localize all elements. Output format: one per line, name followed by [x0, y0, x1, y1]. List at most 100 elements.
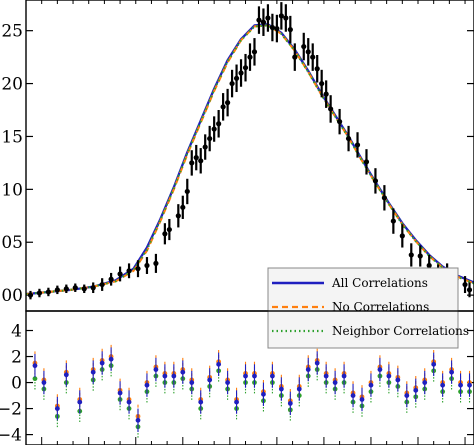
data-point: [72, 283, 78, 292]
data-point: [36, 288, 43, 298]
residual-point-all-correlations: [243, 364, 248, 388]
residual-marker: [386, 373, 392, 379]
data-point: [337, 108, 343, 135]
data-marker: [216, 121, 222, 127]
data-point: [408, 243, 414, 267]
residuals-x-ticks: [25, 437, 466, 445]
residuals-panel: −4 −2 0 2 4: [0, 310, 474, 445]
data-marker: [319, 80, 325, 87]
data-point: [274, 14, 280, 43]
data-point: [328, 95, 334, 123]
data-point: [390, 208, 396, 234]
residual-point-all-correlations: [77, 390, 83, 414]
residual-marker: [467, 382, 472, 388]
data-marker: [260, 19, 267, 25]
data-marker: [323, 91, 329, 97]
data-point: [144, 257, 150, 274]
data-marker: [180, 204, 186, 210]
residual-marker: [32, 363, 38, 369]
data-marker: [72, 285, 78, 291]
main-y-tick-label: .25: [0, 22, 23, 42]
data-point: [323, 80, 329, 108]
residual-marker: [368, 382, 374, 388]
residual-marker: [323, 373, 329, 379]
residual-point-all-correlations: [386, 364, 392, 388]
data-point: [153, 253, 159, 273]
data-point: [242, 53, 249, 82]
main-y-tick-label: .15: [0, 127, 23, 147]
residual-marker: [278, 386, 284, 392]
residual-point-all-correlations: [350, 383, 356, 408]
data-point: [314, 55, 320, 83]
residual-marker: [341, 373, 347, 379]
data-marker: [251, 49, 258, 55]
residual-marker: [135, 417, 141, 423]
residual-marker: [126, 399, 132, 405]
data-point: [211, 116, 217, 142]
data-marker: [381, 195, 387, 201]
residual-point-all-correlations: [189, 370, 195, 395]
data-point: [184, 178, 190, 205]
data-point: [207, 125, 213, 152]
residual-marker: [270, 373, 275, 379]
main-y-tick-label: .05: [0, 233, 23, 253]
data-point: [193, 144, 199, 171]
data-marker: [310, 54, 316, 60]
residual-marker: [350, 393, 356, 398]
data-point: [292, 43, 298, 71]
main-y-tick-label: .10: [0, 180, 23, 200]
data-marker: [81, 286, 87, 292]
data-marker: [162, 231, 168, 237]
residual-marker: [99, 360, 105, 366]
residual-point-all-correlations: [314, 351, 320, 375]
data-point: [108, 272, 114, 286]
residual-point-all-correlations: [153, 357, 159, 382]
residual-marker: [144, 382, 150, 388]
data-marker: [175, 213, 181, 219]
data-point: [310, 43, 316, 71]
residual-point-all-correlations: [171, 364, 177, 388]
residual-marker: [189, 380, 195, 385]
residual-point-all-correlations: [41, 370, 47, 395]
residual-point-all-correlations: [278, 377, 284, 401]
main-y-axis: .00 .05 .10 .15 .20 .25: [0, 22, 474, 306]
data-point: [175, 204, 181, 228]
data-marker: [207, 135, 213, 142]
data-marker: [314, 66, 320, 72]
residual-point-all-correlations: [261, 382, 266, 406]
data-point: [99, 278, 105, 291]
data-point: [189, 150, 195, 176]
residuals-points: [32, 344, 472, 439]
residual-y-tick-label: 2: [11, 348, 22, 368]
residual-marker: [404, 393, 410, 398]
data-point: [166, 218, 172, 241]
data-marker: [287, 27, 293, 33]
residual-point-all-correlations: [117, 381, 123, 405]
residual-marker: [54, 406, 60, 411]
legend: All Correlations No Correlations Neighbo…: [267, 267, 469, 349]
data-point: [162, 223, 168, 245]
data-point: [466, 282, 473, 298]
residual-point-all-correlations: [458, 373, 463, 397]
residual-marker: [234, 399, 239, 405]
data-marker: [126, 268, 132, 274]
residual-marker: [305, 367, 311, 372]
data-marker: [399, 233, 405, 239]
residual-marker: [63, 372, 69, 378]
data-marker: [211, 126, 217, 132]
data-point: [63, 284, 69, 294]
data-marker: [117, 271, 123, 277]
residual-y-tick-label: −4: [0, 426, 22, 445]
residual-marker: [117, 390, 123, 396]
data-point: [269, 13, 275, 42]
data-marker: [108, 276, 114, 282]
residual-marker: [198, 399, 204, 405]
residual-marker: [77, 399, 83, 405]
data-point: [238, 59, 244, 87]
data-point: [225, 88, 231, 117]
data-marker: [135, 266, 141, 272]
data-marker: [462, 281, 468, 288]
data-marker: [363, 159, 370, 165]
residual-point-all-correlations: [144, 373, 150, 397]
residual-y-tick-label: 4: [11, 322, 22, 342]
